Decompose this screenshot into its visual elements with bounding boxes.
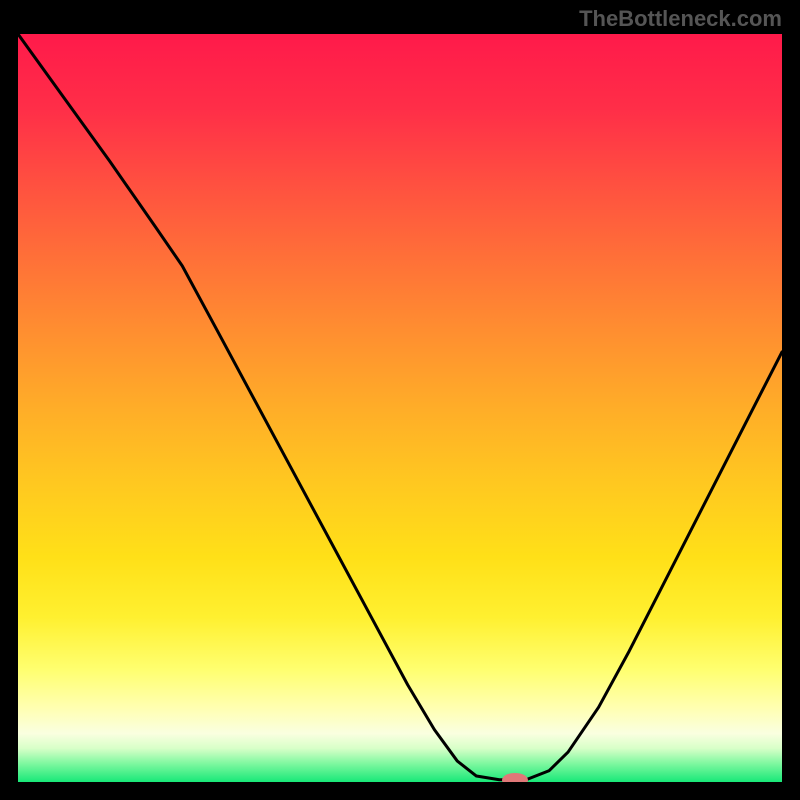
watermark-text: TheBottleneck.com bbox=[579, 6, 782, 32]
plot-area bbox=[18, 34, 782, 782]
bottleneck-curve bbox=[18, 34, 782, 782]
optimal-point-marker bbox=[502, 773, 528, 782]
